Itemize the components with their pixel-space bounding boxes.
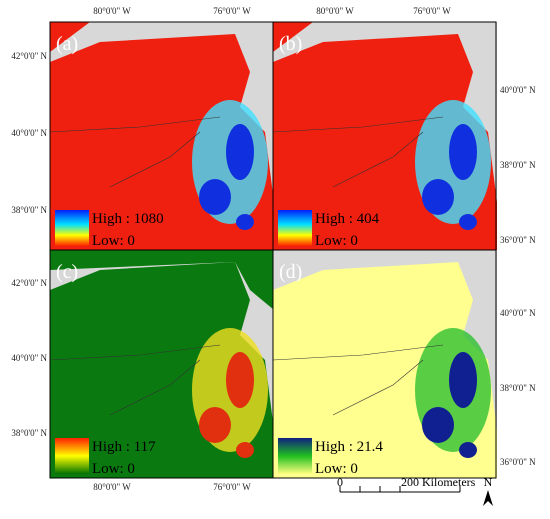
scale-zero: 0 bbox=[337, 475, 343, 489]
coordinate-label: 42°0'0" N bbox=[11, 278, 47, 288]
boundary bbox=[273, 344, 444, 416]
map-panel bbox=[50, 22, 273, 250]
coordinate-label: 80°0'0" W bbox=[93, 6, 131, 16]
legend-high: High : 1080 bbox=[92, 211, 164, 227]
coordinate-label: 36°0'0" N bbox=[500, 457, 536, 467]
coordinate-label: 76°0'0" W bbox=[413, 6, 451, 16]
coordinate-label: 40°0'0" N bbox=[11, 353, 47, 363]
boundary bbox=[50, 344, 221, 416]
legend-low: Low: 0 bbox=[315, 233, 358, 249]
coordinate-label: 38°0'0" N bbox=[11, 428, 47, 438]
coordinate-label: 42°0'0" N bbox=[11, 51, 47, 61]
legend-low: Low: 0 bbox=[92, 461, 135, 477]
legend-high: High : 21.4 bbox=[315, 439, 383, 455]
legend-ramp bbox=[55, 210, 89, 246]
panel-label: (a) bbox=[56, 33, 78, 55]
coordinate-label: 38°0'0" N bbox=[500, 383, 536, 393]
map-panel bbox=[273, 22, 497, 250]
legend-low: Low: 0 bbox=[315, 461, 358, 477]
panel-frame bbox=[272, 249, 497, 479]
panel-label: (b) bbox=[279, 33, 302, 55]
hotspot bbox=[422, 407, 454, 443]
coordinate-label: 40°0'0" N bbox=[500, 308, 536, 318]
hotspot bbox=[226, 124, 254, 180]
coordinate-label: 38°0'0" N bbox=[500, 160, 536, 170]
legend-low: Low: 0 bbox=[92, 233, 135, 249]
panel-label: (c) bbox=[56, 261, 78, 283]
hotspot bbox=[236, 442, 254, 458]
hotspot bbox=[449, 124, 477, 180]
coordinate-label: 40°0'0" N bbox=[11, 128, 47, 138]
legend-ramp bbox=[55, 438, 89, 474]
panel-label: (d) bbox=[279, 261, 302, 283]
labels: (a) High : 1080 Low: 0 (b) High : 404 Low: 0 (… bbox=[11, 6, 536, 492]
hotspot bbox=[236, 214, 254, 230]
corner-area bbox=[50, 250, 273, 310]
coordinate-label: 40°0'0" N bbox=[500, 85, 536, 95]
north-arrow bbox=[483, 490, 493, 506]
legend-ramp bbox=[278, 438, 312, 474]
scale-distance: 200 Kilometers bbox=[401, 475, 476, 489]
scale-bar: 0 200 Kilometers N bbox=[337, 475, 493, 506]
corner-area bbox=[273, 22, 313, 52]
hotspot bbox=[226, 352, 254, 408]
coordinate-label: 76°0'0" W bbox=[213, 482, 251, 492]
legend-high: High : 117 bbox=[92, 439, 156, 455]
hotspot bbox=[449, 352, 477, 408]
coordinate-label: 36°0'0" N bbox=[500, 235, 536, 245]
coordinate-label: 80°0'0" W bbox=[93, 482, 131, 492]
legend-ramp bbox=[278, 210, 312, 246]
corner-area bbox=[50, 22, 90, 52]
map-panel bbox=[50, 250, 273, 478]
hotspot bbox=[459, 442, 477, 458]
coordinate-label: 76°0'0" W bbox=[213, 6, 251, 16]
hotspot bbox=[199, 407, 231, 443]
maps bbox=[49, 21, 497, 479]
hotspot bbox=[422, 179, 454, 215]
north-label: N bbox=[484, 475, 493, 489]
boundary bbox=[273, 116, 444, 188]
legend-high: High : 404 bbox=[315, 211, 380, 227]
coordinate-label: 80°0'0" W bbox=[316, 6, 354, 16]
boundary bbox=[50, 116, 221, 188]
hotspot bbox=[459, 214, 477, 230]
hotspot bbox=[199, 179, 231, 215]
coordinate-label: 38°0'0" N bbox=[11, 205, 47, 215]
